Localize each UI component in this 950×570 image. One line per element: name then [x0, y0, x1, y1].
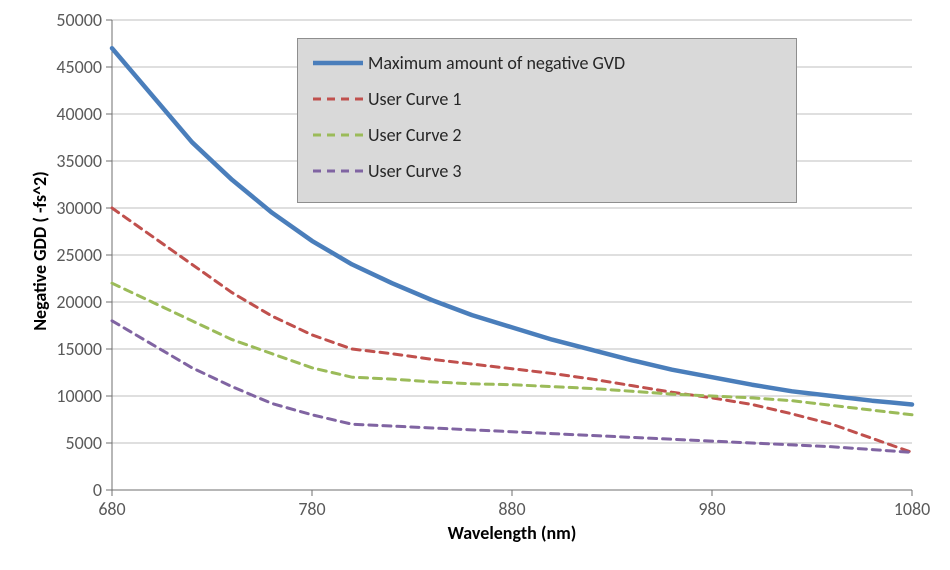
legend-label: User Curve 1 [368, 88, 462, 110]
legend-label: User Curve 3 [368, 160, 462, 182]
x-tick-label: 680 [87, 498, 137, 520]
y-tick-label: 35000 [56, 150, 102, 172]
y-tick-label: 25000 [56, 244, 102, 266]
y-tick-label: 20000 [56, 291, 102, 313]
legend-swatch [308, 45, 368, 81]
x-axis-label: Wavelength (nm) [112, 522, 912, 544]
y-tick-label: 45000 [56, 56, 102, 78]
y-tick-label: 30000 [56, 197, 102, 219]
y-tick-label: 10000 [56, 385, 102, 407]
y-axis-label: Negative GDD ( -fs^2) [29, 141, 51, 361]
legend-item: User Curve 3 [308, 153, 786, 189]
legend-item: User Curve 1 [308, 81, 786, 117]
y-tick-label: 40000 [56, 103, 102, 125]
legend-swatch [308, 117, 368, 153]
x-tick-label: 1080 [887, 498, 937, 520]
gdd-chart: Negative GDD ( -fs^2) Wavelength (nm) 05… [0, 0, 950, 570]
legend-label: User Curve 2 [368, 124, 462, 146]
y-tick-label: 15000 [56, 338, 102, 360]
x-tick-label: 780 [287, 498, 337, 520]
legend-swatch [308, 81, 368, 117]
legend-label: Maximum amount of negative GVD [368, 52, 625, 74]
legend-item: User Curve 2 [308, 117, 786, 153]
x-tick-label: 880 [487, 498, 537, 520]
y-tick-label: 5000 [66, 432, 103, 454]
legend: Maximum amount of negative GVD User Curve… [297, 38, 797, 203]
legend-swatch [308, 153, 368, 189]
y-tick-label: 50000 [56, 9, 102, 31]
legend-item: Maximum amount of negative GVD [308, 45, 786, 81]
x-tick-label: 980 [687, 498, 737, 520]
